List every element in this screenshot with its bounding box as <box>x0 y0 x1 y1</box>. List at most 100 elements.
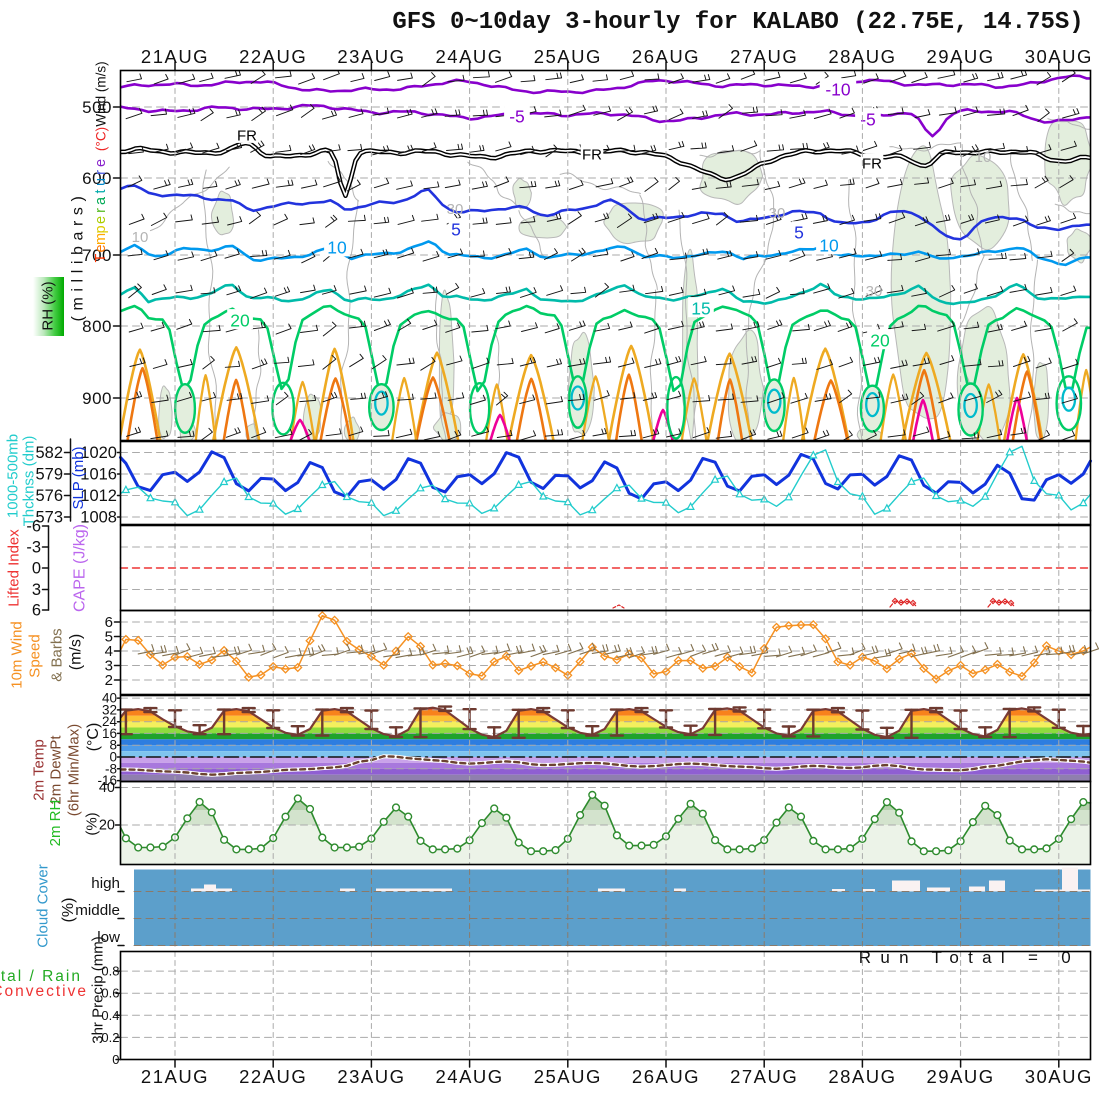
svg-text:10m Wind: 10m Wind <box>9 621 26 689</box>
svg-text:FR: FR <box>237 127 257 144</box>
svg-text:Speed: Speed <box>27 634 44 677</box>
svg-text:27AUG: 27AUG <box>730 46 798 67</box>
svg-text:5: 5 <box>451 219 461 239</box>
svg-text:-16: -16 <box>97 773 117 788</box>
svg-text:e: e <box>93 244 109 252</box>
svg-text:26AUG: 26AUG <box>632 46 700 67</box>
svg-text:25AUG: 25AUG <box>534 46 602 67</box>
svg-text:RH (%): RH (%) <box>40 281 57 330</box>
svg-text:30: 30 <box>866 283 883 300</box>
svg-text:p: p <box>93 225 109 233</box>
svg-text:21AUG: 21AUG <box>141 1066 209 1087</box>
svg-text:Lifted Index: Lifted Index <box>6 529 23 607</box>
svg-text:1020: 1020 <box>80 444 117 462</box>
svg-text:GFS 0~10day 3-hourly for KALAB: GFS 0~10day 3-hourly for KALABO (22.75E,… <box>392 9 1083 36</box>
svg-text:1012: 1012 <box>80 487 117 505</box>
svg-text:e: e <box>93 159 109 167</box>
svg-text:800: 800 <box>82 317 112 336</box>
svg-text:40: 40 <box>102 691 117 706</box>
svg-text:24AUG: 24AUG <box>436 1066 504 1087</box>
svg-text:28AUG: 28AUG <box>828 46 896 67</box>
svg-text:16: 16 <box>102 726 117 741</box>
svg-text:22AUG: 22AUG <box>239 1066 307 1087</box>
svg-text:T: T <box>93 253 109 262</box>
svg-text:0: 0 <box>32 560 41 578</box>
svg-text:576: 576 <box>35 487 63 505</box>
svg-text:10: 10 <box>132 229 149 246</box>
svg-text:10: 10 <box>819 235 839 255</box>
svg-text:3: 3 <box>32 581 41 599</box>
svg-text:Thcknss (dm): Thcknss (dm) <box>21 436 38 527</box>
svg-text:27AUG: 27AUG <box>730 1066 798 1087</box>
svg-text:2m DewPt: 2m DewPt <box>48 735 65 805</box>
svg-text:23AUG: 23AUG <box>337 1066 405 1087</box>
svg-text:(%): (%) <box>60 898 77 923</box>
svg-text:Cloud Cover: Cloud Cover <box>35 864 52 947</box>
svg-text:a: a <box>93 196 109 205</box>
svg-text:6: 6 <box>105 614 113 631</box>
svg-text:-6: -6 <box>26 518 41 536</box>
svg-text:1008: 1008 <box>80 509 117 527</box>
svg-text:600: 600 <box>82 169 112 188</box>
svg-text:& Barbs: & Barbs <box>49 628 66 681</box>
svg-text:Wind (m/s): Wind (m/s) <box>94 61 109 126</box>
svg-text:(%): (%) <box>84 812 101 835</box>
svg-text:20: 20 <box>99 818 115 834</box>
svg-text:29AUG: 29AUG <box>927 1066 995 1087</box>
svg-text:21AUG: 21AUG <box>141 46 209 67</box>
svg-text:3: 3 <box>105 658 113 675</box>
svg-text:FR: FR <box>582 146 602 163</box>
svg-text:0.6: 0.6 <box>101 986 119 1001</box>
svg-text:u: u <box>93 178 109 186</box>
svg-text:5: 5 <box>105 629 113 646</box>
svg-text:-3: -3 <box>26 539 41 557</box>
svg-text:1016: 1016 <box>80 466 117 484</box>
svg-text:30AUG: 30AUG <box>1025 1066 1093 1087</box>
svg-text:m: m <box>93 233 109 245</box>
svg-text:25AUG: 25AUG <box>534 1066 602 1087</box>
svg-text:30: 30 <box>447 201 464 218</box>
svg-text:26AUG: 26AUG <box>632 1066 700 1087</box>
svg-text:high: high <box>91 875 120 892</box>
svg-text:582: 582 <box>35 444 63 462</box>
svg-text:(°C): (°C) <box>85 723 102 752</box>
svg-text:20: 20 <box>230 310 250 330</box>
svg-text:2m Temp: 2m Temp <box>31 739 48 800</box>
svg-text:28AUG: 28AUG <box>828 1066 896 1087</box>
svg-text:30AUG: 30AUG <box>1025 46 1093 67</box>
svg-text:(°C): (°C) <box>94 127 109 151</box>
svg-text:0.8: 0.8 <box>101 964 119 979</box>
svg-text:0.4: 0.4 <box>101 1008 119 1023</box>
svg-text:8: 8 <box>109 738 117 753</box>
svg-text:Convective: Convective <box>0 983 88 1000</box>
svg-text:10: 10 <box>327 237 347 257</box>
svg-text:(m/s): (m/s) <box>68 634 85 670</box>
svg-text:5: 5 <box>794 222 804 242</box>
svg-text:30: 30 <box>769 205 786 222</box>
svg-text:29AUG: 29AUG <box>927 46 995 67</box>
svg-text:32: 32 <box>102 702 117 717</box>
svg-text:3hr Precip (mm): 3hr Precip (mm) <box>90 936 107 1044</box>
svg-text:0: 0 <box>109 750 117 765</box>
svg-text:e: e <box>93 216 109 224</box>
svg-text:(millibars): (millibars) <box>70 191 87 322</box>
svg-text:t: t <box>93 189 109 193</box>
svg-text:Run Total = 0: Run Total = 0 <box>859 948 1080 967</box>
svg-text:40: 40 <box>99 780 115 796</box>
svg-text:SLP (mb): SLP (mb) <box>70 446 87 509</box>
svg-text:6: 6 <box>32 602 41 620</box>
svg-text:2: 2 <box>105 672 113 689</box>
svg-text:4: 4 <box>105 643 113 660</box>
svg-text:middle: middle <box>75 902 120 919</box>
svg-text:15: 15 <box>691 298 710 318</box>
svg-text:-8: -8 <box>105 761 117 776</box>
svg-text:24AUG: 24AUG <box>436 46 504 67</box>
svg-text:573: 573 <box>35 509 63 527</box>
svg-text:900: 900 <box>82 389 112 408</box>
svg-text:1000-500mb: 1000-500mb <box>5 434 22 518</box>
svg-text:579: 579 <box>35 466 63 484</box>
svg-text:-5: -5 <box>509 106 525 126</box>
svg-text:-10: -10 <box>825 79 851 99</box>
svg-text:FR: FR <box>862 155 882 172</box>
svg-text:2m RH: 2m RH <box>47 800 64 847</box>
